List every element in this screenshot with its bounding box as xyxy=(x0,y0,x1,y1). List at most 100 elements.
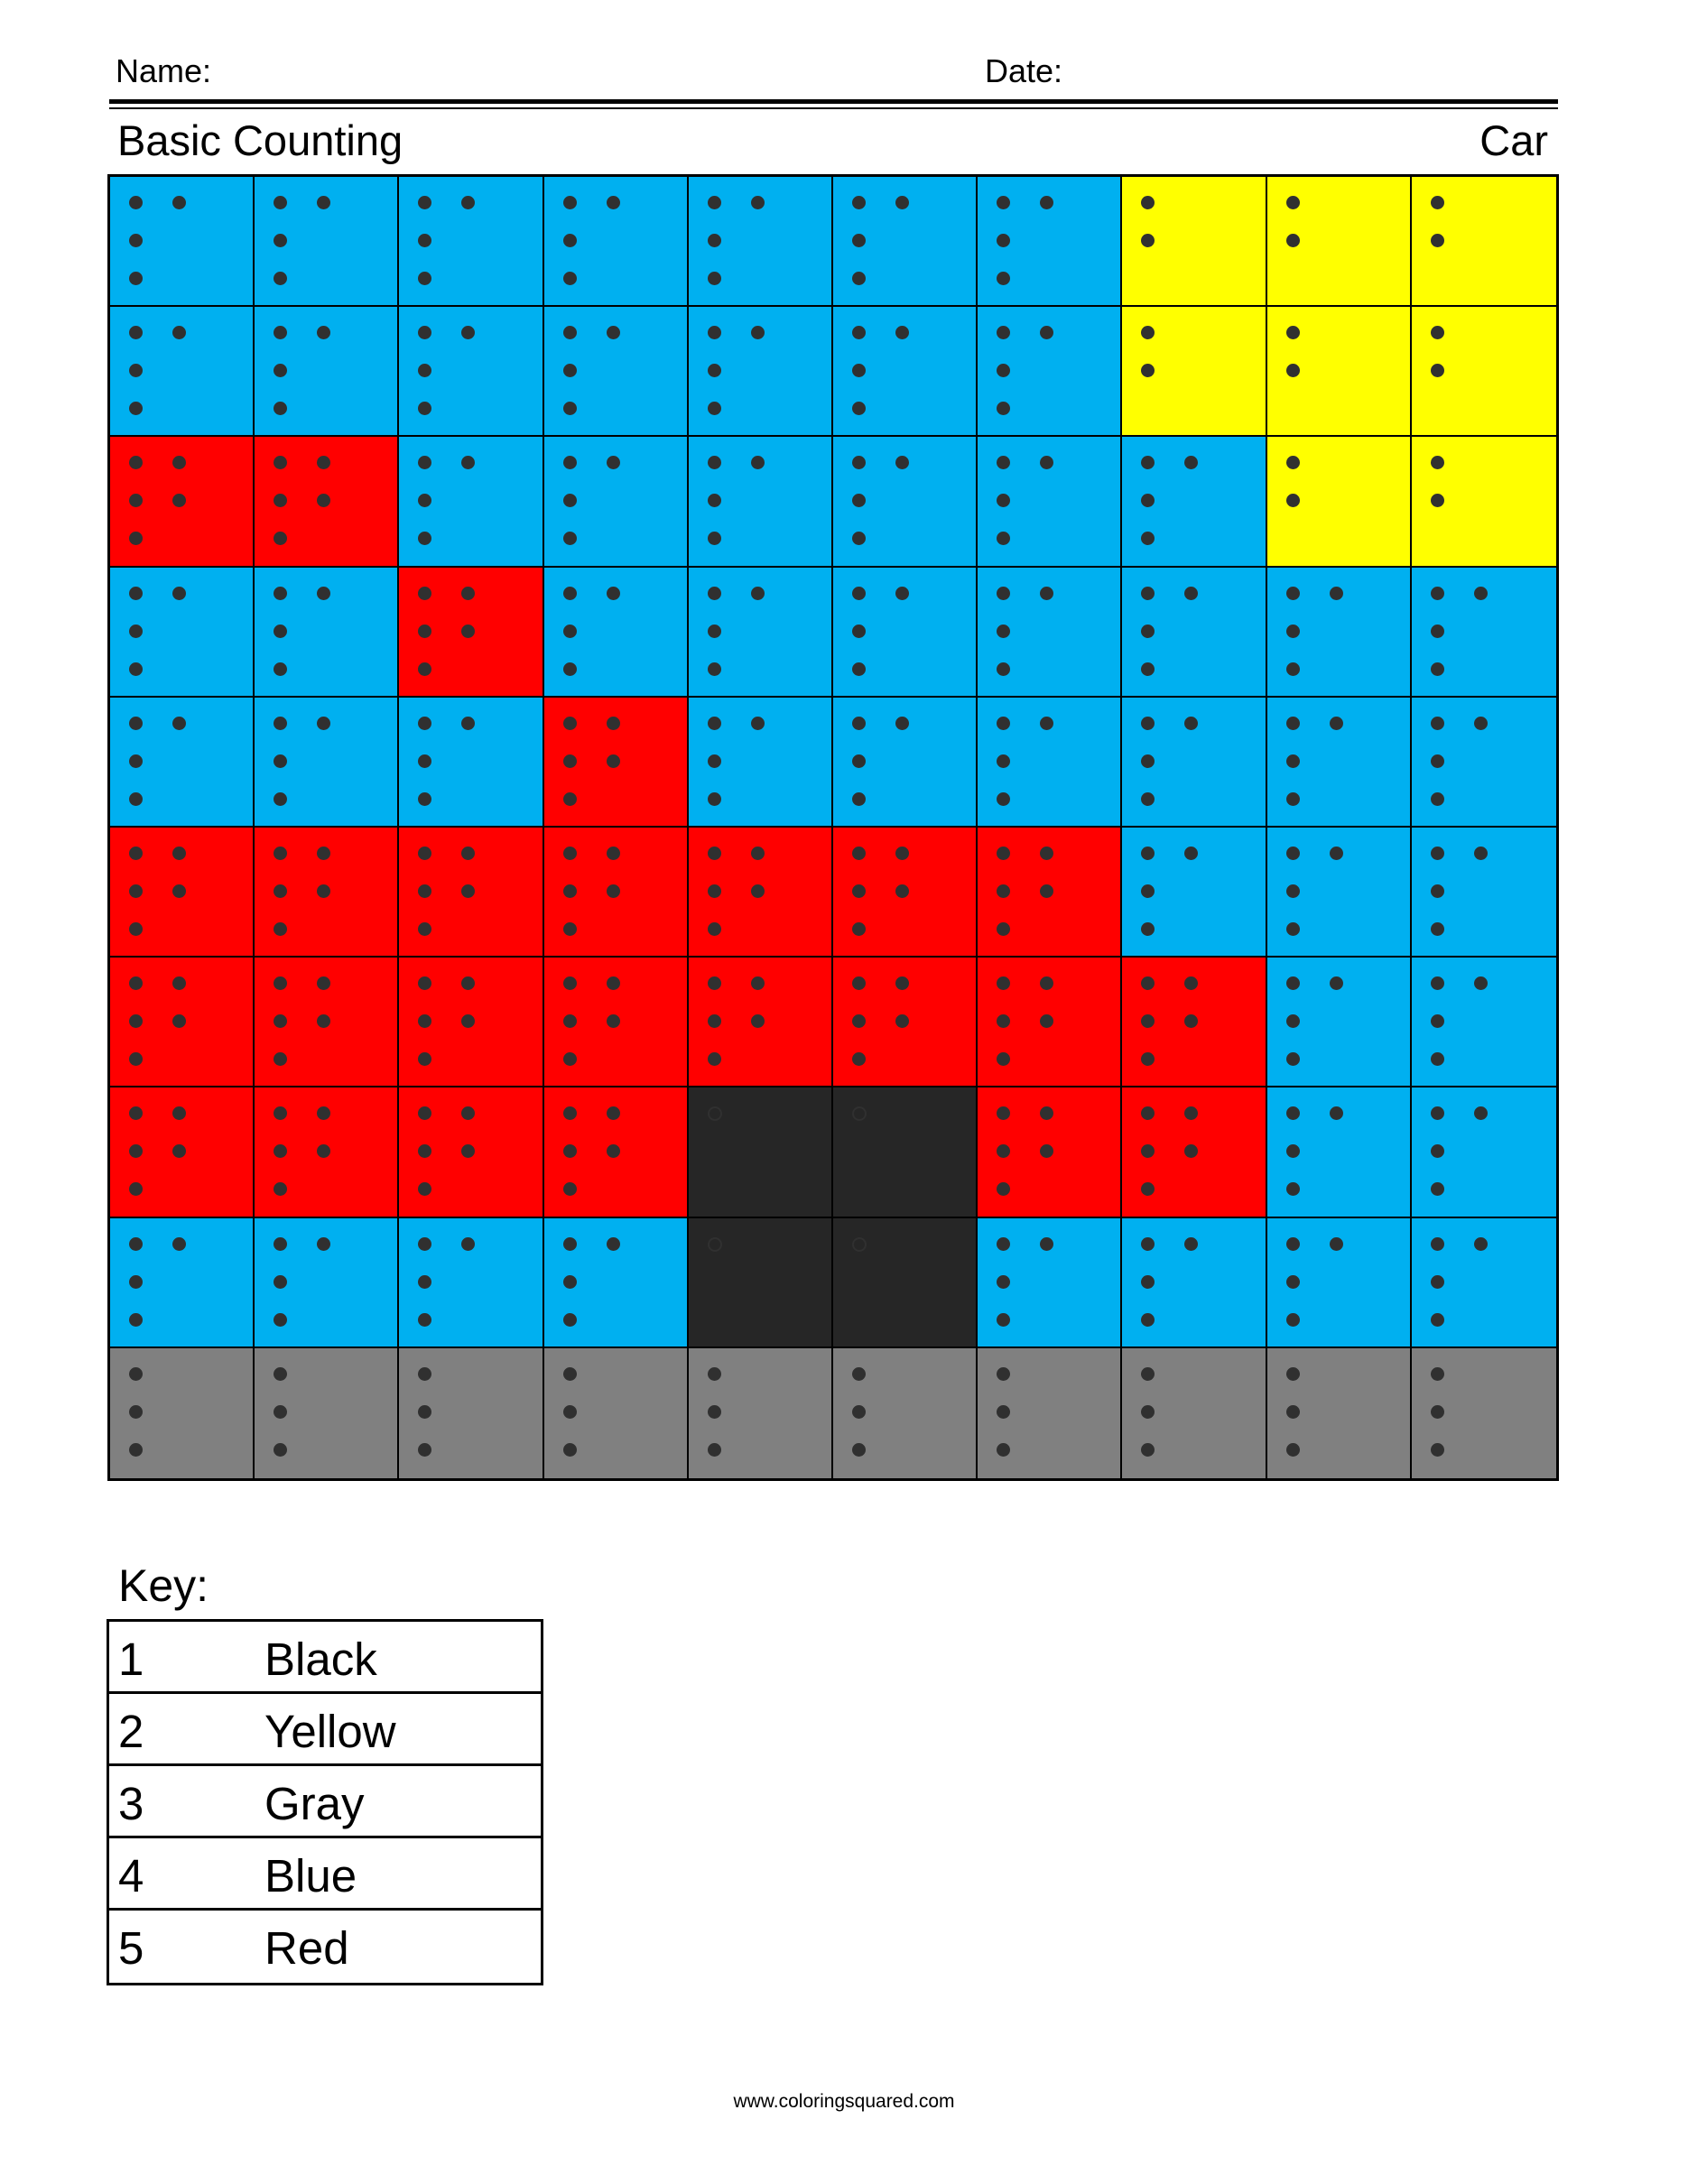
grid-cell xyxy=(1411,307,1556,438)
count-dot xyxy=(274,272,288,285)
count-dot xyxy=(461,716,476,730)
count-dot xyxy=(1141,1182,1155,1197)
count-dot xyxy=(418,921,432,936)
count-dot xyxy=(851,532,866,546)
count-dot xyxy=(1141,1236,1155,1251)
count-dot xyxy=(1285,1052,1300,1067)
count-dot xyxy=(851,494,866,508)
date-label: Date: xyxy=(985,52,1063,89)
count-dot xyxy=(1430,494,1444,508)
count-dot xyxy=(997,716,1011,730)
count-dot xyxy=(997,456,1011,470)
count-dot xyxy=(1430,716,1444,730)
count-dot xyxy=(707,1014,721,1029)
count-dot xyxy=(317,976,331,991)
count-dot xyxy=(851,846,866,860)
count-dot xyxy=(274,662,288,676)
key-number: 3 xyxy=(118,1778,144,1829)
key-number: 1 xyxy=(118,1633,144,1685)
count-dot xyxy=(1285,921,1300,936)
count-dot xyxy=(707,921,721,936)
count-dot xyxy=(997,921,1011,936)
count-dot xyxy=(1430,921,1444,936)
grid-cell xyxy=(978,437,1123,568)
count-dot xyxy=(172,1144,186,1159)
count-dot xyxy=(997,754,1011,768)
count-dot xyxy=(129,586,143,600)
count-dot xyxy=(1430,884,1444,898)
count-dot xyxy=(1430,1052,1444,1067)
count-dot xyxy=(895,716,909,730)
count-dot xyxy=(1430,1312,1444,1327)
count-dot xyxy=(418,1182,432,1197)
count-dot xyxy=(562,624,577,638)
count-dot xyxy=(129,1312,143,1327)
grid-cell xyxy=(978,1087,1123,1218)
count-dot xyxy=(851,402,866,416)
count-dot xyxy=(418,754,432,768)
count-dot xyxy=(606,586,620,600)
count-dot xyxy=(1141,846,1155,860)
count-dot xyxy=(997,1274,1011,1289)
count-dot xyxy=(562,1366,577,1381)
grid-cell xyxy=(1122,958,1267,1088)
count-dot xyxy=(1285,1236,1300,1251)
grid-cell xyxy=(1266,567,1412,698)
grid-cell xyxy=(110,958,255,1088)
count-dot xyxy=(129,532,143,546)
key-label: Key: xyxy=(118,1560,209,1611)
count-dot xyxy=(1430,586,1444,600)
grid-cell xyxy=(1266,177,1412,308)
grid-cell xyxy=(399,177,544,308)
count-dot xyxy=(997,196,1011,209)
count-dot xyxy=(1430,1274,1444,1289)
count-dot xyxy=(1141,1014,1155,1029)
count-dot xyxy=(1473,1106,1488,1121)
header-rule-thin xyxy=(109,107,1558,109)
count-dot xyxy=(1141,1274,1155,1289)
count-dot xyxy=(895,456,909,470)
count-dot xyxy=(274,1014,288,1029)
count-dot xyxy=(1430,976,1444,991)
count-dot xyxy=(172,846,186,860)
count-dot xyxy=(274,976,288,991)
grid-cell xyxy=(255,437,400,568)
count-dot xyxy=(1285,586,1300,600)
grid-cell xyxy=(832,1217,978,1348)
count-dot xyxy=(1285,456,1300,470)
count-dot xyxy=(606,1144,620,1159)
count-dot xyxy=(997,884,1011,898)
count-dot xyxy=(606,846,620,860)
count-dot xyxy=(1141,662,1155,676)
count-dot xyxy=(707,196,721,209)
count-dot xyxy=(274,1442,288,1457)
count-dot xyxy=(129,624,143,638)
count-dot xyxy=(562,846,577,860)
count-dot xyxy=(750,846,765,860)
count-dot xyxy=(418,846,432,860)
count-dot xyxy=(1430,754,1444,768)
count-dot xyxy=(851,1106,867,1122)
count-dot xyxy=(1285,1144,1300,1159)
count-dot xyxy=(707,1106,722,1122)
count-dot xyxy=(1184,1106,1199,1121)
count-dot xyxy=(562,884,577,898)
grid-cell xyxy=(1122,437,1267,568)
count-dot xyxy=(274,1182,288,1197)
grid-cell xyxy=(110,1217,255,1348)
count-dot xyxy=(461,1144,476,1159)
grid-cell xyxy=(110,307,255,438)
count-dot xyxy=(562,921,577,936)
count-dot xyxy=(895,586,909,600)
count-dot xyxy=(997,1312,1011,1327)
count-dot xyxy=(1040,1106,1054,1121)
count-dot xyxy=(418,586,432,600)
grid-cell xyxy=(543,827,689,958)
count-dot xyxy=(418,1106,432,1121)
count-dot xyxy=(274,586,288,600)
key-color-name: Blue xyxy=(264,1850,357,1902)
count-dot xyxy=(461,976,476,991)
grid-cell xyxy=(978,697,1123,828)
count-dot xyxy=(562,1144,577,1159)
grid-cell xyxy=(688,958,833,1088)
